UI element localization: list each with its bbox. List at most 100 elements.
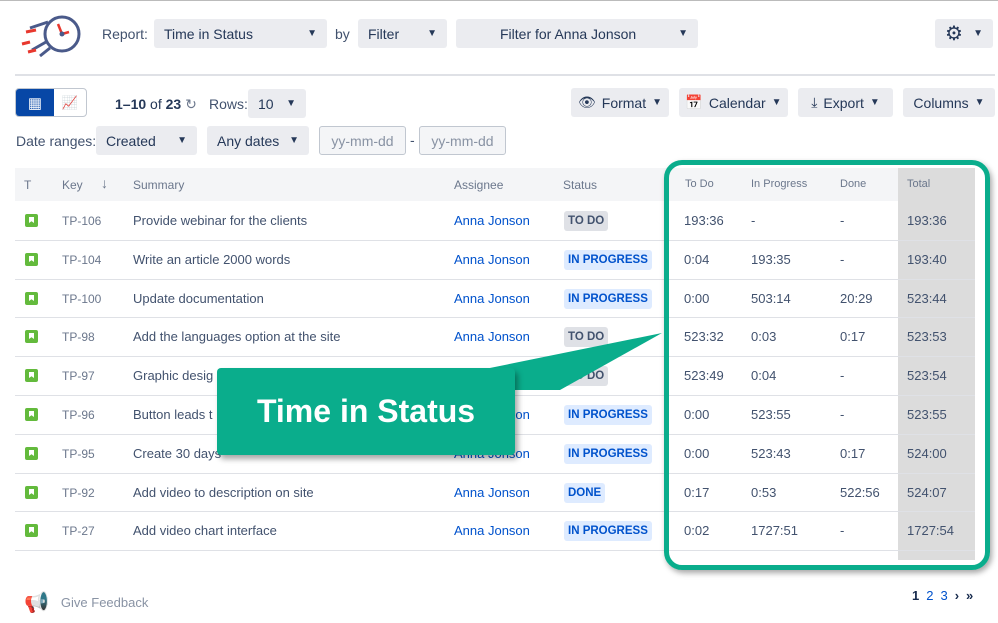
- header-type[interactable]: T: [24, 178, 32, 192]
- status-badge: IN PROGRESS: [564, 405, 652, 425]
- pagination: 1 2 3 › »: [912, 588, 973, 603]
- date-to-input[interactable]: yy-mm-dd: [419, 126, 506, 155]
- range-text: 1–10: [115, 96, 147, 112]
- assignee-link[interactable]: Anna Jonson: [454, 252, 530, 267]
- give-feedback-link[interactable]: 📢 Give Feedback: [24, 590, 148, 615]
- calendar-label: Calendar: [708, 94, 766, 111]
- summary-cell: Add video chart interface: [133, 523, 277, 538]
- header-assignee[interactable]: Assignee: [454, 178, 504, 192]
- page-2[interactable]: 2: [926, 588, 934, 603]
- gear-icon: ⚙: [945, 23, 963, 45]
- todo-time: 0:00: [684, 446, 710, 461]
- date-field-select[interactable]: Created ▼: [96, 126, 197, 155]
- todo-time: 523:49: [684, 368, 724, 383]
- sort-arrow-down-icon[interactable]: ↓: [101, 175, 108, 191]
- inprogress-time: 0:03: [751, 329, 777, 344]
- status-badge: IN PROGRESS: [564, 521, 652, 541]
- report-select[interactable]: Time in Status ▼: [154, 19, 327, 48]
- export-button[interactable]: ⤓ Export ▼: [798, 88, 893, 117]
- issue-key[interactable]: TP-96: [62, 408, 95, 422]
- todo-time: 0:00: [684, 407, 710, 422]
- total-time: 193:40: [907, 252, 947, 267]
- assignee-link[interactable]: Anna Jonson: [454, 291, 530, 306]
- header-summary[interactable]: Summary: [133, 178, 185, 192]
- done-time: 0:17: [840, 446, 866, 461]
- status-badge: TO DO: [564, 211, 609, 231]
- page-1[interactable]: 1: [912, 588, 920, 603]
- row-divider: [15, 473, 975, 474]
- app-logo-icon: [21, 15, 81, 58]
- header-total[interactable]: Total: [907, 178, 931, 190]
- pagination-summary: 1–10 of 23 ↻: [115, 96, 197, 113]
- chevron-down-icon: ▼: [177, 135, 187, 146]
- summary-cell: Provide webinar for the clients: [133, 213, 308, 228]
- by-select-value: Filter: [368, 25, 400, 42]
- megaphone-icon: 📢: [24, 592, 49, 614]
- header-status[interactable]: Status: [563, 178, 598, 192]
- inprogress-time: 503:14: [751, 291, 791, 306]
- by-select[interactable]: Filter ▼: [358, 19, 447, 48]
- total-time: 524:07: [907, 485, 947, 500]
- done-time: 0:17: [840, 329, 866, 344]
- rows-select-value: 10: [258, 95, 274, 112]
- assignee-link[interactable]: Anna Jonson: [454, 485, 530, 500]
- issue-key[interactable]: TP-104: [62, 253, 102, 267]
- rows-select[interactable]: 10 ▼: [248, 89, 306, 118]
- todo-time: 0:02: [684, 523, 710, 538]
- inprogress-time: 193:35: [751, 252, 791, 267]
- callout-pointer: [480, 333, 662, 390]
- issue-key[interactable]: TP-92: [62, 486, 95, 500]
- columns-button[interactable]: Columns ▼: [903, 88, 995, 117]
- header-key[interactable]: Key: [62, 178, 83, 192]
- filter-select[interactable]: Filter for Anna Jonson ▼: [456, 19, 698, 48]
- inprogress-time: 523:43: [751, 446, 791, 461]
- format-button[interactable]: 👁 Format ▼: [571, 88, 669, 117]
- view-toggle: ▦ 📈: [15, 88, 87, 117]
- row-divider: [15, 279, 975, 280]
- chart-view-button[interactable]: 📈: [54, 89, 86, 116]
- header-done[interactable]: Done: [840, 178, 867, 190]
- total-count: 23: [165, 96, 182, 112]
- assignee-link[interactable]: Anna Jonson: [454, 213, 530, 228]
- summary-cell: Write an article 2000 words: [133, 252, 291, 267]
- summary-cell: Add video to description on site: [133, 485, 314, 500]
- columns-label: Columns: [913, 94, 969, 111]
- header-todo[interactable]: To Do: [685, 178, 714, 190]
- summary-cell: Add the languages option at the site: [133, 329, 341, 344]
- done-time: -: [840, 368, 845, 383]
- inprogress-time: 523:55: [751, 407, 791, 422]
- refresh-icon[interactable]: ↻: [185, 96, 197, 112]
- summary-cell: Button leads t: [133, 407, 213, 422]
- issue-key[interactable]: TP-100: [62, 292, 102, 306]
- date-ranges-label: Date ranges:: [16, 133, 97, 149]
- issue-key[interactable]: TP-95: [62, 447, 95, 461]
- done-time: 20:29: [840, 291, 873, 306]
- give-feedback-label: Give Feedback: [60, 595, 149, 610]
- next-page-button[interactable]: ›: [954, 588, 960, 603]
- date-from-input[interactable]: yy-mm-dd: [319, 126, 406, 155]
- chevron-down-icon: ▼: [307, 28, 317, 39]
- export-label: Export: [823, 94, 864, 111]
- header-inprogress[interactable]: In Progress: [751, 178, 808, 190]
- row-divider: [15, 317, 975, 318]
- grid-view-button[interactable]: ▦: [16, 89, 54, 116]
- issue-key[interactable]: TP-106: [62, 214, 102, 228]
- date-range-select[interactable]: Any dates ▼: [207, 126, 309, 155]
- total-time: 523:54: [907, 368, 947, 383]
- eye-icon: 👁: [577, 94, 596, 110]
- date-range-value: Any dates: [217, 132, 280, 149]
- issue-key[interactable]: TP-97: [62, 369, 95, 383]
- chevron-down-icon: ▼: [974, 97, 985, 108]
- callout-label: Time in Status: [217, 368, 515, 455]
- highlight-frame: [664, 160, 990, 570]
- issue-key[interactable]: TP-98: [62, 330, 95, 344]
- assignee-link[interactable]: Anna Jonson: [454, 329, 530, 344]
- rows-label: Rows:: [209, 96, 248, 112]
- assignee-link[interactable]: Anna Jonson: [454, 523, 530, 538]
- page-3[interactable]: 3: [940, 588, 948, 603]
- issue-key[interactable]: TP-27: [62, 524, 95, 538]
- calendar-button[interactable]: 📅 Calendar ▼: [679, 88, 788, 117]
- settings-button[interactable]: ⚙ ▼: [935, 19, 993, 48]
- last-page-button[interactable]: »: [966, 588, 974, 603]
- done-time: -: [840, 523, 845, 538]
